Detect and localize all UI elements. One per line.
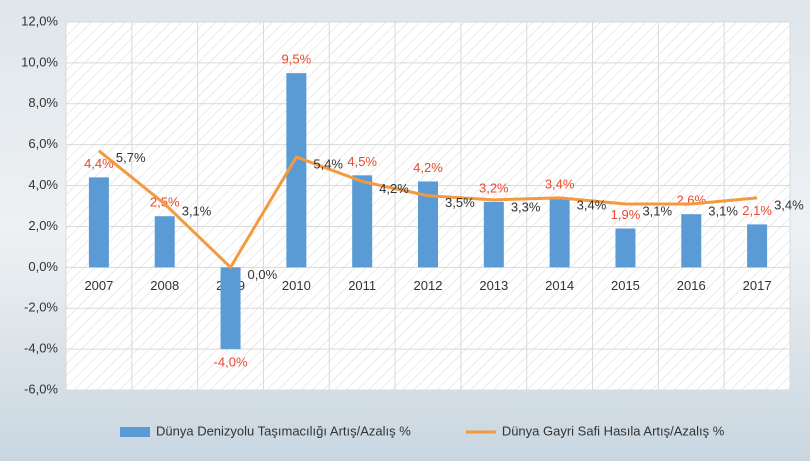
line-value-label: 5,7% [116,150,146,165]
x-tick-label: 2013 [479,278,508,293]
x-tick-label: 2014 [545,278,574,293]
bar [747,224,768,268]
bar-value-label: 4,4% [84,156,114,171]
line [97,149,758,270]
line-value-label: 3,1% [708,203,738,218]
line-value-label: 3,4% [577,197,607,212]
bar [220,267,241,350]
y-tick-label: 0,0% [28,259,58,274]
bar-value-label: 2,1% [742,203,772,218]
x-tick-label: 2010 [282,278,311,293]
legend-label: Dünya Denizyolu Taşımacılığı Artış/Azalı… [156,423,411,438]
y-tick-label: 8,0% [28,95,58,110]
y-tick-label: 6,0% [28,136,58,151]
bar [154,216,175,268]
x-tick-label: 2011 [348,278,376,293]
legend-label: Dünya Gayri Safi Hasıla Artış/Azalış % [502,423,725,438]
line-value-label: 0,0% [248,267,278,282]
line-value-label: 5,4% [313,156,343,171]
bar [418,181,438,268]
bar-value-label: 3,2% [479,180,509,195]
bar [352,175,373,268]
x-tick-label: 2017 [743,278,772,293]
y-tick-label: -6,0% [24,381,58,396]
x-tick-label: 2015 [611,278,640,293]
y-tick-label: 2,0% [28,218,58,233]
bar [615,228,636,268]
y-tick-label: -4,0% [24,341,58,356]
y-tick-label: 4,0% [28,177,58,192]
x-tick-label: 2012 [414,278,443,293]
legend-swatch [120,427,150,437]
x-tick-label: 2008 [150,278,179,293]
bar-value-label: 1,9% [611,207,641,222]
y-tick-label: 12,0% [21,13,58,28]
bar-value-label: 4,2% [413,160,443,175]
bar-value-label: -4,0% [214,355,248,370]
y-tick-label: -2,0% [24,300,58,315]
line-value-label: 4,2% [379,181,409,196]
bar [549,197,570,268]
bar-value-label: 9,5% [282,52,312,67]
bar [681,214,702,268]
line-value-label: 3,4% [774,197,804,212]
x-tick-label: 2007 [84,278,113,293]
bar [286,73,307,268]
bar-value-label: 4,5% [347,154,377,169]
line-value-label: 3,1% [182,203,212,218]
bar [483,201,504,268]
x-tick-label: 2016 [677,278,706,293]
y-tick-label: 10,0% [21,54,58,69]
bar [88,177,109,268]
line-value-label: 3,3% [511,199,541,214]
line-value-label: 3,5% [445,195,475,210]
line-value-label: 3,1% [642,203,672,218]
bar-value-label: 3,4% [545,176,575,191]
